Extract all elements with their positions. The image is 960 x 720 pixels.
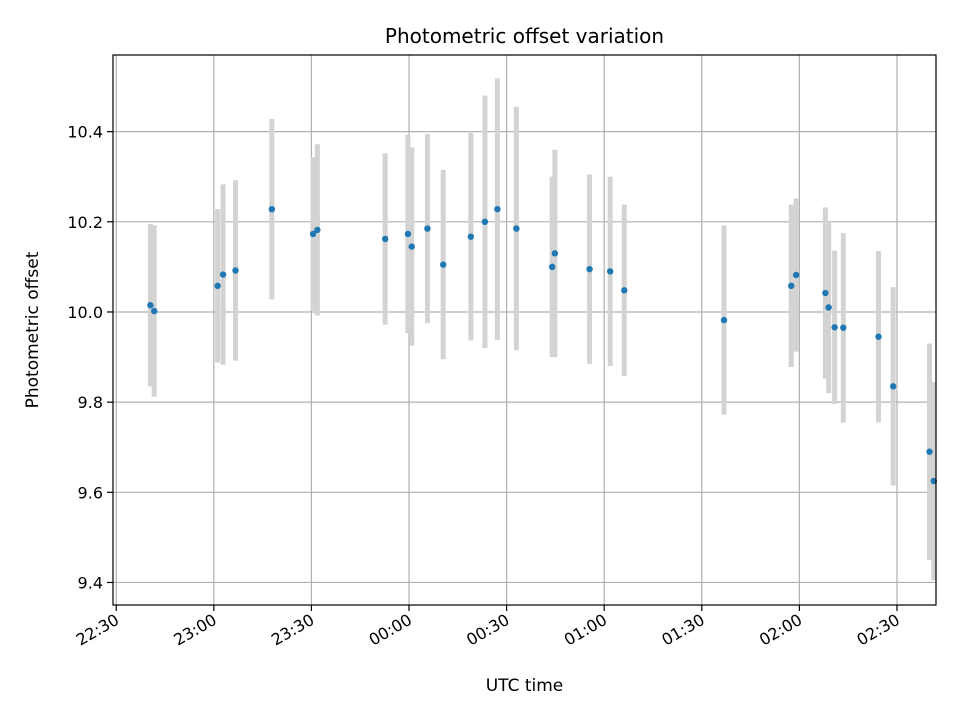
data-point: [889, 383, 897, 390]
data-point: [467, 233, 475, 240]
x-tick-label: 22:30: [73, 610, 122, 650]
x-tick-label: 00:00: [366, 610, 415, 650]
data-points: [147, 205, 938, 485]
y-axis-label: Photometric offset: [23, 251, 43, 408]
data-point: [831, 324, 838, 331]
data-point: [219, 271, 227, 278]
data-point: [606, 268, 614, 275]
y-tick-label: 10.4: [67, 123, 103, 142]
chart-title: Photometric offset variation: [385, 24, 664, 48]
data-point: [424, 225, 431, 232]
data-point: [822, 289, 829, 297]
x-axis-label: UTC time: [486, 676, 564, 696]
data-point: [232, 267, 239, 274]
y-axis-ticks: 9.4 9.6 9.8 10.0 10.2 10.4: [67, 123, 113, 592]
data-point: [825, 304, 832, 311]
data-point: [840, 324, 847, 331]
y-tick-label: 10.0: [67, 303, 103, 322]
data-point: [214, 282, 221, 290]
y-tick-label: 9.6: [78, 483, 103, 502]
data-point: [548, 263, 556, 271]
x-tick-label: 02:00: [756, 610, 805, 650]
y-tick-label: 9.8: [78, 393, 103, 412]
data-point: [309, 230, 317, 238]
error-bars: [147, 78, 937, 581]
x-axis-ticks: 22:30 23:00 23:30 00:00 00:30 01:00 01:30 02:00…: [73, 605, 903, 650]
data-point: [792, 271, 800, 279]
y-tick-label: 10.2: [67, 213, 103, 232]
x-tick-label: 02:30: [854, 610, 903, 650]
data-point: [720, 316, 728, 324]
data-point: [404, 230, 412, 238]
data-point: [551, 250, 559, 257]
y-tick-label: 9.4: [78, 573, 103, 592]
data-point: [494, 205, 501, 213]
data-point: [147, 302, 154, 309]
data-point: [513, 225, 520, 232]
x-tick-label: 01:30: [658, 610, 707, 650]
data-point: [621, 287, 628, 294]
grid-lines: [113, 55, 936, 605]
data-point: [439, 261, 447, 268]
x-tick-label: 23:30: [268, 610, 317, 650]
x-tick-label: 00:30: [463, 610, 512, 650]
plot-frame: [112, 54, 937, 606]
x-tick-label: 23:00: [170, 610, 219, 650]
data-point: [875, 333, 882, 340]
data-point: [926, 448, 933, 455]
data-point: [586, 265, 593, 273]
data-point: [481, 218, 489, 226]
data-point: [788, 282, 795, 290]
x-tick-label: 01:00: [561, 610, 610, 650]
data-point: [408, 243, 415, 250]
data-point: [381, 235, 389, 243]
data-point: [268, 205, 276, 213]
data-point: [314, 226, 321, 234]
data-point: [151, 307, 158, 315]
